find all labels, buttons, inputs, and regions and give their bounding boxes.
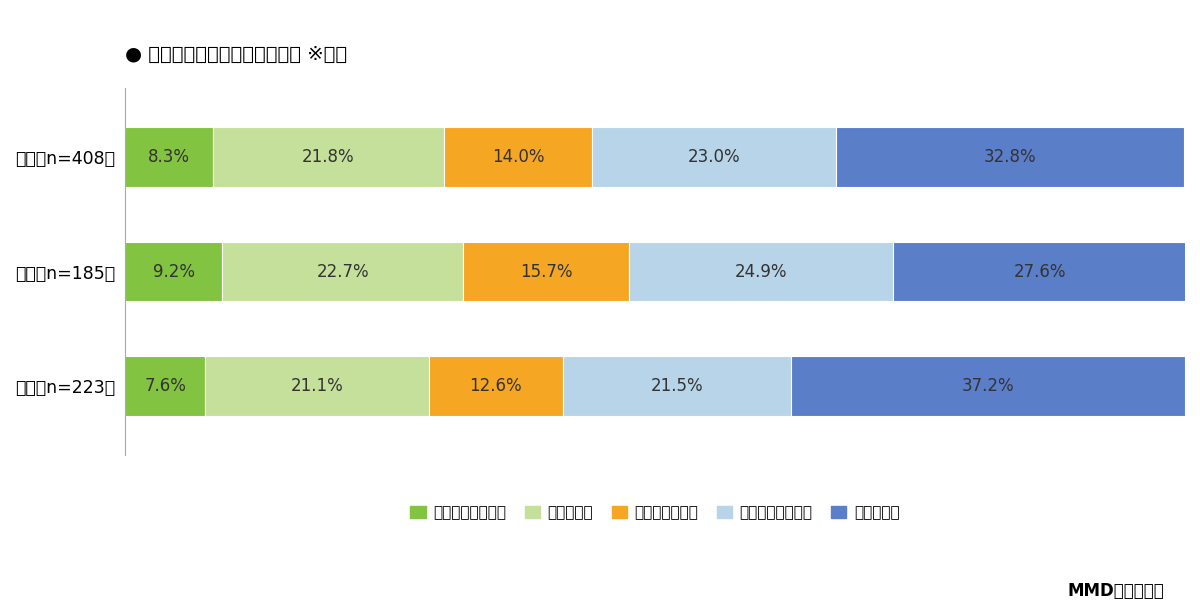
Bar	[205, 356, 430, 416]
Text: 14.0%: 14.0%	[492, 148, 545, 166]
Bar	[463, 242, 630, 301]
Bar	[212, 127, 444, 187]
Text: 24.9%: 24.9%	[736, 262, 787, 281]
Text: 27.6%: 27.6%	[1014, 262, 1066, 281]
Bar	[125, 127, 212, 187]
Text: 32.8%: 32.8%	[984, 148, 1037, 166]
Bar	[125, 242, 222, 301]
Text: ● スマートウォッチへの興味度 ※性別: ● スマートウォッチへの興味度 ※性別	[125, 45, 347, 64]
Text: 8.3%: 8.3%	[148, 148, 190, 166]
Text: 21.5%: 21.5%	[650, 377, 703, 395]
Bar	[836, 127, 1184, 187]
Bar	[563, 356, 791, 416]
Bar	[125, 356, 205, 416]
Bar	[791, 356, 1186, 416]
Bar	[444, 127, 593, 187]
Text: 12.6%: 12.6%	[469, 377, 522, 395]
Text: 21.8%: 21.8%	[302, 148, 355, 166]
Text: MMD研究所調べ: MMD研究所調べ	[1067, 582, 1164, 600]
Bar	[630, 242, 894, 301]
Bar	[593, 127, 836, 187]
Bar	[894, 242, 1186, 301]
Text: 37.2%: 37.2%	[961, 377, 1014, 395]
Text: 7.6%: 7.6%	[144, 377, 186, 395]
Text: 23.0%: 23.0%	[688, 148, 740, 166]
Text: 15.7%: 15.7%	[520, 262, 572, 281]
Text: 21.1%: 21.1%	[290, 377, 343, 395]
Bar	[430, 356, 563, 416]
Text: 22.7%: 22.7%	[317, 262, 370, 281]
Text: 9.2%: 9.2%	[152, 262, 194, 281]
Legend: とても興味がある, 興味がある, どちらでもない, あまり興味はない, 興味はない: とても興味がある, 興味がある, どちらでもない, あまり興味はない, 興味はな…	[404, 499, 906, 527]
Bar	[222, 242, 463, 301]
